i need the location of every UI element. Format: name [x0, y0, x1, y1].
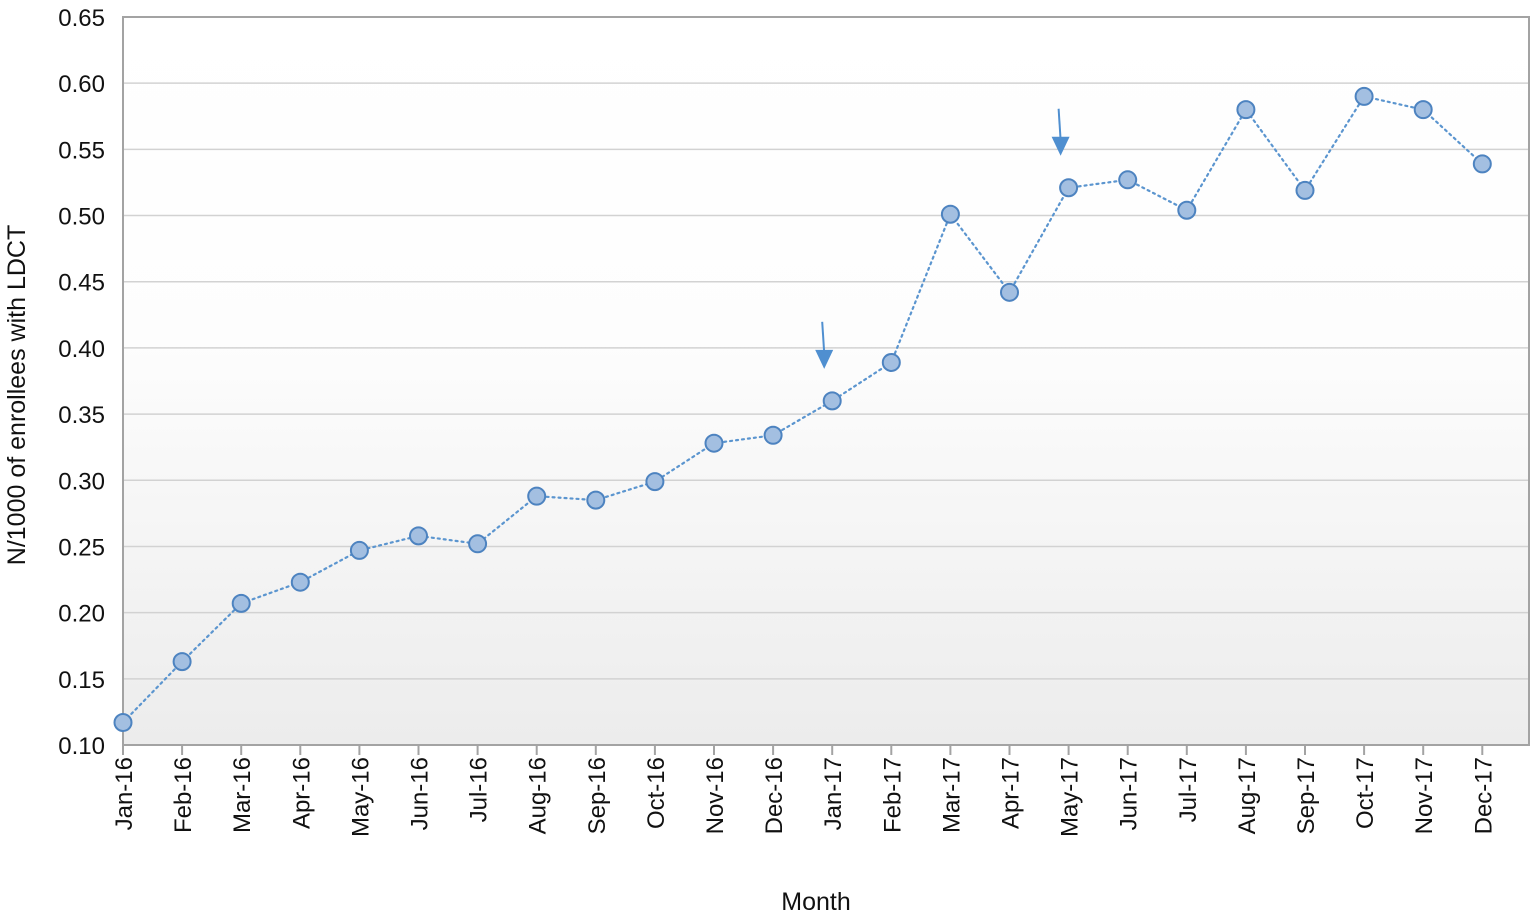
annotations: [815, 108, 1070, 369]
y-tick-label: 0.60: [58, 71, 105, 98]
data-point: [1118, 170, 1138, 190]
y-tick-label: 0.10: [58, 733, 105, 760]
series: [113, 86, 1492, 732]
data-point: [645, 472, 665, 492]
x-tick-label: Jul-17: [1175, 757, 1202, 822]
series-line: [121, 95, 1484, 724]
data-point: [763, 425, 783, 445]
y-tick-label: 0.65: [58, 5, 105, 32]
x-tick-label: Apr-16: [288, 757, 315, 829]
x-tick-label: Apr-17: [998, 757, 1025, 829]
x-tick-label: Nov-17: [1411, 757, 1438, 834]
x-tick-label: Jan-17: [820, 757, 847, 830]
axes: [122, 16, 1530, 755]
x-axis-title: Month: [781, 888, 850, 912]
x-tick-label: May-16: [347, 757, 374, 837]
y-tick-label: 0.40: [58, 336, 105, 363]
y-tick-label: 0.20: [58, 601, 105, 628]
y-tick-label: 0.55: [58, 137, 105, 164]
annotation-arrow: [1051, 108, 1070, 156]
data-point: [113, 712, 133, 732]
data-point: [1472, 154, 1492, 174]
data-point: [586, 490, 606, 510]
x-tick-label: Oct-17: [1352, 757, 1379, 829]
y-tick-label: 0.45: [58, 270, 105, 297]
x-tick-label: Mar-17: [938, 757, 965, 833]
x-tick-label: Dec-17: [1470, 757, 1497, 834]
x-tick-label: Sep-16: [584, 757, 611, 834]
x-tick-label: Oct-16: [643, 757, 670, 829]
data-point: [1059, 178, 1079, 198]
x-tick-label: Sep-17: [1293, 757, 1320, 834]
data-point: [527, 486, 547, 506]
x-tick-label: Jun-16: [407, 757, 434, 830]
plot-background: [123, 17, 1529, 745]
data-point: [1000, 282, 1019, 302]
plot-frame: [122, 16, 1530, 746]
x-tick-label: Jul-16: [466, 757, 493, 822]
x-tick-label: Mar-16: [229, 757, 256, 833]
data-point: [1177, 200, 1197, 220]
data-point: [409, 526, 428, 546]
x-tick-label: Dec-16: [761, 757, 788, 834]
y-tick-label: 0.15: [58, 667, 105, 694]
data-point: [349, 540, 369, 560]
data-point: [468, 534, 488, 554]
x-tick-label: Aug-17: [1234, 757, 1261, 834]
y-tick-labels: 0.10 0.15 0.20 0.25 0.30 0.35 0.40 0.45 0.50 0.55…: [58, 5, 105, 760]
data-point: [1236, 100, 1256, 120]
data-point: [881, 352, 901, 372]
y-axis-title: N/1000 of enrollees with LDCT: [3, 225, 31, 565]
x-tick-label: Aug-16: [525, 757, 552, 834]
data-point: [290, 572, 310, 592]
x-tick-label: Nov-16: [702, 757, 729, 834]
data-point: [1354, 86, 1374, 106]
x-tick-label: Feb-17: [879, 757, 906, 833]
y-tick-label: 0.35: [58, 402, 105, 429]
y-tick-label: 0.50: [58, 204, 105, 231]
x-tick-label: Jun-17: [1116, 757, 1143, 830]
data-point: [1295, 180, 1315, 200]
data-point: [231, 593, 251, 613]
x-tick-label: May-17: [1057, 757, 1084, 837]
y-tick-label: 0.30: [58, 468, 105, 495]
data-point: [822, 391, 842, 411]
x-tick-labels: Jan-16 Feb-16 Mar-16 Apr-16 May-16 Jun-16 Jul-…: [111, 757, 1497, 837]
x-tick-label: Jan-16: [111, 757, 138, 830]
data-point: [1413, 100, 1433, 120]
x-tick-label: Feb-16: [170, 757, 197, 833]
data-point: [940, 204, 960, 224]
y-tick-label: 0.25: [58, 534, 105, 561]
data-point: [704, 433, 724, 453]
data-point: [172, 652, 192, 672]
annotation-arrow: [815, 321, 834, 369]
